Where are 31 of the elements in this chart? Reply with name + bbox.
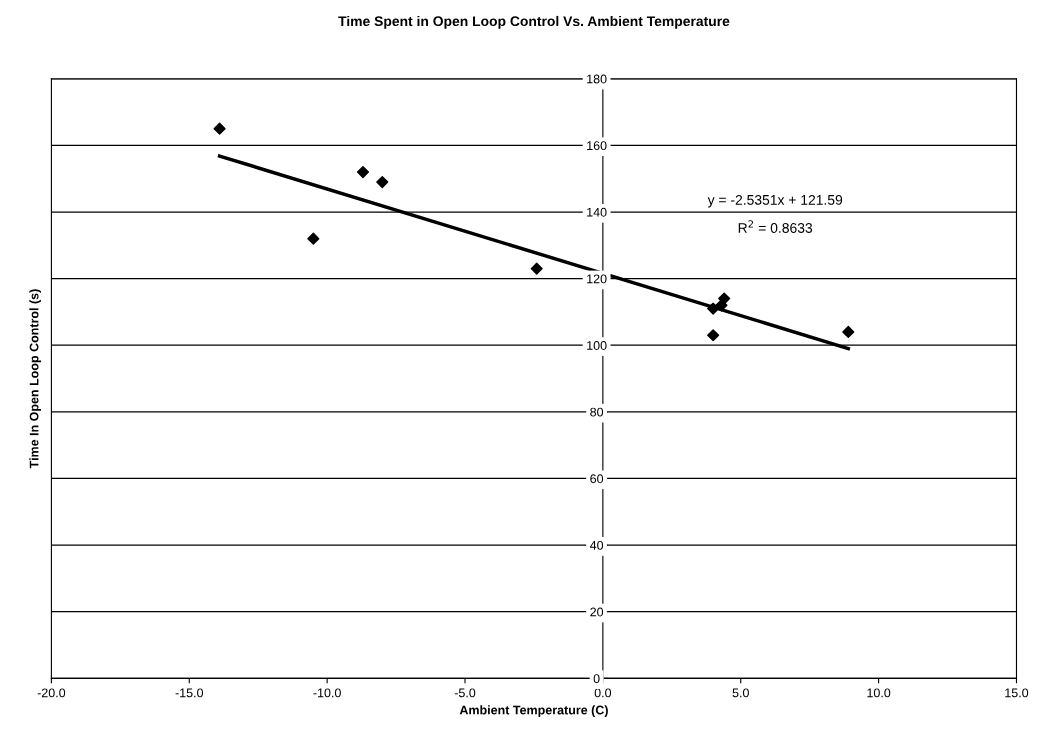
point bbox=[376, 175, 389, 189]
point bbox=[718, 292, 731, 305]
y-tick-label: 100 bbox=[587, 341, 607, 350]
x-tick-label: 15.0 bbox=[1005, 688, 1029, 698]
point bbox=[356, 165, 370, 179]
y-tick-label: 140 bbox=[587, 207, 607, 217]
y-tick-label: 120 bbox=[587, 274, 607, 284]
point bbox=[530, 262, 543, 275]
x-tick-label: 0.0 bbox=[594, 688, 612, 698]
point bbox=[307, 232, 320, 245]
y-tick-label: 180 bbox=[587, 74, 607, 84]
y-tick-label: 20 bbox=[590, 607, 604, 617]
y-tick-label: 60 bbox=[590, 474, 604, 484]
x-tick-label: 10.0 bbox=[867, 688, 891, 698]
x-axis-title: Ambient Temperature (C) bbox=[459, 705, 608, 717]
point bbox=[707, 329, 720, 342]
chart-title: Time Spent in Open Loop Control Vs. Ambient Temperature bbox=[338, 15, 730, 29]
y-tick-label: 80 bbox=[590, 407, 604, 417]
x-tick-label: -15.0 bbox=[175, 688, 204, 698]
y-tick-label: 160 bbox=[587, 141, 607, 151]
y-axis-title: Time In Open Loop Control (s) bbox=[29, 289, 41, 469]
y-tick-label: 0 bbox=[593, 674, 600, 684]
x-tick-label: -10.0 bbox=[313, 688, 341, 698]
x-tick-label: -20.0 bbox=[37, 688, 66, 698]
point bbox=[842, 325, 855, 338]
point bbox=[213, 122, 226, 135]
x-tick-label: -5.0 bbox=[454, 688, 476, 698]
x-tick-label: 5.0 bbox=[732, 688, 749, 698]
annotation: R$^{2}$ = 0.8633 bbox=[738, 220, 813, 233]
annotation: y = -2.5351x + 121.59 bbox=[707, 194, 843, 208]
y-tick-label: 40 bbox=[589, 540, 604, 550]
